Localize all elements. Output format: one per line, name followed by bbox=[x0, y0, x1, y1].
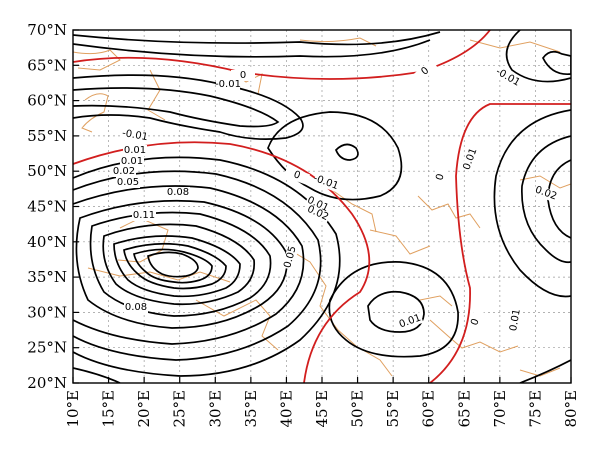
longitude-axis: 10°E 15°E 20°E 25°E 30°E 35°E 40°E 45°E 50°E 55°E… bbox=[64, 390, 580, 428]
contour-label: 0.02 bbox=[113, 166, 135, 177]
axis-ticks bbox=[72, 29, 572, 384]
contour-label: 0 bbox=[434, 173, 446, 182]
contour-label: 0.01 bbox=[508, 308, 523, 332]
lon-tick-label: 80°E bbox=[562, 390, 580, 428]
contour-label-bg bbox=[120, 156, 144, 167]
contour-label-bg bbox=[304, 203, 331, 224]
contour-label: 0.01 bbox=[121, 156, 143, 167]
lat-tick-label: 30°N bbox=[27, 303, 67, 321]
lon-tick-label: 15°E bbox=[100, 390, 118, 428]
contour-label-bg bbox=[461, 146, 480, 173]
contour-label-bg bbox=[432, 164, 449, 191]
contour-label-bg bbox=[282, 244, 299, 271]
latitude-axis: 70°N 65°N 60°N 55°N 50°N 45°N 40°N 35°N 30°N 25°N… bbox=[27, 21, 67, 392]
lat-tick-label: 55°N bbox=[27, 127, 67, 145]
contour-label: 0.05 bbox=[117, 177, 139, 188]
contour-label-bg bbox=[132, 210, 156, 221]
contour-label: 0.11 bbox=[133, 210, 155, 221]
contour-label-bg bbox=[412, 59, 439, 84]
contour-label: 0.08 bbox=[125, 302, 147, 313]
contour-label: 0.08 bbox=[167, 187, 189, 198]
lat-tick-label: 20°N bbox=[27, 374, 67, 392]
contour-label-bg bbox=[124, 302, 148, 313]
contour-label-bg bbox=[283, 166, 310, 185]
contour-label-bg bbox=[397, 312, 424, 331]
lon-tick-label: 25°E bbox=[171, 390, 189, 428]
contour-label-bg bbox=[231, 70, 255, 81]
lon-tick-label: 60°E bbox=[420, 390, 438, 428]
lon-tick-label: 55°E bbox=[384, 390, 402, 428]
contour-label: 0 bbox=[292, 169, 302, 182]
lat-tick-label: 45°N bbox=[27, 198, 67, 216]
contour-label-bg bbox=[216, 79, 240, 90]
lon-tick-label: 65°E bbox=[455, 390, 473, 428]
contour-label: 0.01 bbox=[124, 145, 146, 156]
lon-tick-label: 45°E bbox=[313, 390, 331, 428]
contour-label-bg bbox=[116, 177, 140, 188]
contour-label-bg bbox=[507, 307, 523, 333]
contour-label-bg bbox=[466, 309, 485, 336]
lon-tick-label: 70°E bbox=[491, 390, 509, 428]
lat-tick-label: 40°N bbox=[27, 233, 67, 251]
lat-tick-label: 60°N bbox=[27, 92, 67, 110]
contour-label-bg bbox=[166, 187, 190, 198]
contour-label-bg bbox=[494, 66, 521, 89]
lat-tick-label: 50°N bbox=[27, 162, 67, 180]
zero-isolines bbox=[73, 30, 571, 383]
lat-tick-label: 65°N bbox=[27, 56, 67, 74]
contour-label-bg bbox=[304, 194, 331, 215]
lon-tick-label: 20°E bbox=[135, 390, 153, 428]
contour-label: 0 bbox=[240, 70, 246, 81]
lon-tick-label: 75°E bbox=[526, 390, 544, 428]
lat-tick-label: 25°N bbox=[27, 339, 67, 357]
contour-label-bg bbox=[312, 173, 339, 192]
contour-label-bg bbox=[112, 166, 136, 177]
isolines-nonzero bbox=[73, 30, 571, 383]
lon-tick-label: 40°E bbox=[277, 390, 295, 428]
lon-tick-label: 35°E bbox=[242, 390, 260, 428]
contour-label: 0 bbox=[469, 317, 482, 327]
lon-tick-label: 30°E bbox=[206, 390, 224, 428]
lon-tick-label: 50°E bbox=[349, 390, 367, 428]
contour-label: -0.01 bbox=[121, 128, 148, 143]
contour-label: 0 bbox=[419, 65, 431, 78]
lat-tick-label: 35°N bbox=[27, 268, 67, 286]
contour-label-bg bbox=[122, 127, 148, 143]
lat-tick-label: 70°N bbox=[27, 21, 67, 39]
contour-label-bg bbox=[123, 145, 147, 156]
contour-label-bg bbox=[532, 184, 559, 203]
lon-tick-label: 10°E bbox=[64, 390, 82, 428]
contour-label: -0.01 bbox=[215, 79, 241, 90]
